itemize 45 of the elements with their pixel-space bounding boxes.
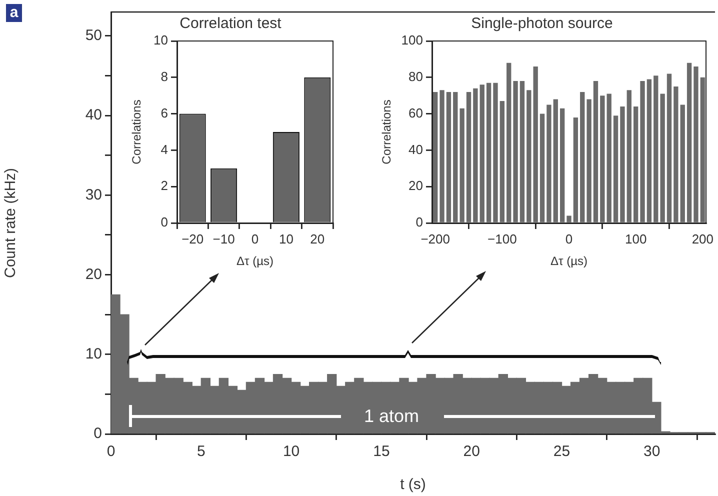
y-axis-title: Correlations xyxy=(380,100,394,164)
x-tick-label: 5 xyxy=(196,443,206,460)
y-tick-label: 0 xyxy=(94,425,102,442)
x-axis-title: Δτ (µs) xyxy=(550,254,588,268)
x-tick-label: −200 xyxy=(420,231,450,246)
y-tick-label: 4 xyxy=(160,142,168,157)
y-tick-label: 2 xyxy=(160,178,168,194)
x-tick-label: 25 xyxy=(553,443,570,460)
x-axis-title: t (s) xyxy=(400,476,426,494)
x-tick-label: 0 xyxy=(565,231,573,246)
y-tick-label: 40 xyxy=(85,106,102,124)
y-tick-label: 10 xyxy=(154,32,168,48)
chart-title: Single-photon source xyxy=(471,15,613,32)
x-tick-label: −10 xyxy=(212,231,235,246)
x-tick-label: 10 xyxy=(282,443,300,460)
x-tick-label: 15 xyxy=(373,443,390,460)
x-tick-label: 10 xyxy=(278,231,294,246)
x-tick-label: 200 xyxy=(692,231,714,246)
y-tick-label: 20 xyxy=(408,178,423,194)
chart-title: Correlation test xyxy=(180,15,282,32)
x-tick-label: 20 xyxy=(463,443,480,460)
text: a xyxy=(6,4,22,22)
y-tick-label: 50 xyxy=(85,27,102,44)
y-tick-label: 0 xyxy=(416,214,423,230)
y-axis-title: Count rate (kHz) xyxy=(2,168,20,278)
y-tick-label: 8 xyxy=(160,68,168,84)
x-axis-title: Δτ (µs) xyxy=(236,254,274,268)
y-tick-label: 20 xyxy=(85,266,102,283)
annotation: 1 atom xyxy=(364,405,420,427)
x-tick-label: −20 xyxy=(182,231,204,246)
x-tick-label: 20 xyxy=(310,231,325,246)
x-tick-label: 30 xyxy=(644,443,660,460)
y-tick-label: 40 xyxy=(408,142,423,157)
y-tick-label: 100 xyxy=(401,32,423,48)
y-tick-label: 0 xyxy=(160,214,168,230)
x-tick-label: 0 xyxy=(251,231,259,246)
y-tick-label: 80 xyxy=(408,68,423,84)
y-axis-title: Correlations xyxy=(130,100,144,164)
x-tick-label: −100 xyxy=(488,231,517,246)
x-tick-label: 100 xyxy=(624,231,647,246)
x-tick-label: 0 xyxy=(106,443,116,460)
y-tick-label: 60 xyxy=(408,105,423,120)
y-tick-label: 6 xyxy=(160,105,168,120)
y-tick-label: 30 xyxy=(85,186,102,204)
y-tick-label: 10 xyxy=(85,346,102,363)
